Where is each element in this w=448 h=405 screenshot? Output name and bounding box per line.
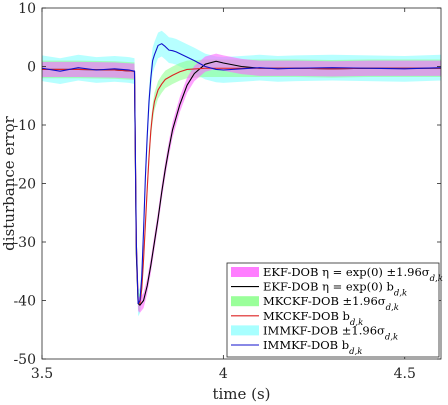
x-tick-label: 4 bbox=[219, 366, 228, 382]
legend-band-swatch bbox=[231, 296, 259, 307]
x-axis-label: time (s) bbox=[212, 385, 270, 403]
band-immkf bbox=[42, 30, 441, 317]
x-tick-label: 3.5 bbox=[31, 366, 53, 382]
y-tick-label: -20 bbox=[13, 177, 36, 193]
legend-box bbox=[226, 262, 440, 358]
legend-band-swatch bbox=[231, 325, 259, 336]
y-axis-label: disturbance error bbox=[0, 115, 18, 250]
confidence-bands bbox=[42, 30, 441, 317]
y-tick-label: -40 bbox=[13, 294, 36, 310]
x-axis-ticks: 3.5 4 4.5 bbox=[31, 8, 416, 382]
y-tick-label: -10 bbox=[13, 118, 36, 134]
y-tick-label: 10 bbox=[18, 1, 36, 17]
legend-band-swatch bbox=[231, 267, 259, 277]
series-lines bbox=[41, 43, 442, 306]
y-tick-label: -30 bbox=[13, 235, 36, 251]
y-tick-label: 0 bbox=[27, 60, 36, 76]
x-tick-label: 4.5 bbox=[394, 366, 416, 382]
y-tick-label: -50 bbox=[13, 352, 36, 368]
line-immkf bbox=[41, 43, 442, 304]
y-axis-ticks: 10 0 -10 -20 -30 -40 -50 bbox=[13, 1, 441, 368]
